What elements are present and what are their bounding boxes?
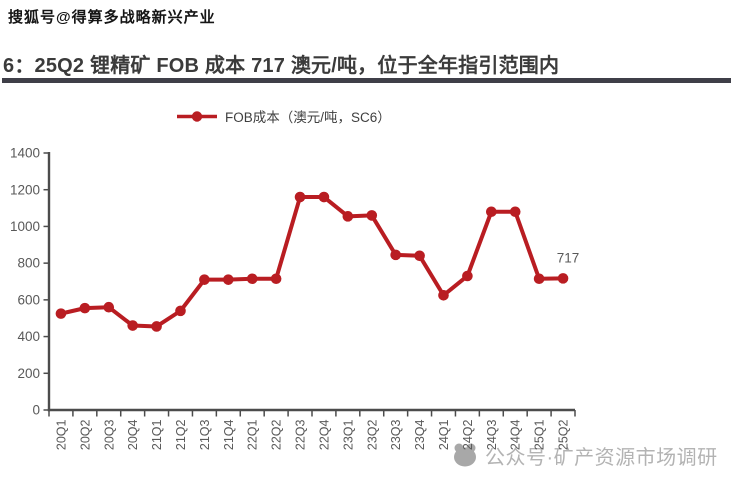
- watermark-wechat: 公众号·矿产资源市场调研: [450, 440, 718, 470]
- wechat-account-logo-icon: [454, 443, 476, 467]
- x-tick-label: 22Q1: [246, 419, 260, 450]
- x-tick-label: 24Q4: [509, 419, 523, 450]
- data-point-23Q2: [366, 210, 378, 221]
- data-point-24Q2: [462, 270, 473, 282]
- x-tick-label: 20Q3: [102, 419, 116, 450]
- x-tick-label: 22Q2: [270, 419, 284, 450]
- y-tick-label: 400: [17, 329, 40, 344]
- legend-label: FOB成本（澳元/吨，SC6）: [225, 110, 391, 125]
- page-title: 6：25Q2 锂精矿 FOB 成本 717 澳元/吨，位于全年指引范围内: [3, 55, 560, 77]
- data-point-21Q1: [151, 321, 162, 332]
- watermark-sohu: 搜狐号@得算多战略新兴产业: [8, 9, 216, 26]
- x-tick-label: 21Q1: [150, 419, 164, 450]
- x-tick-label: 22Q4: [317, 419, 331, 450]
- x-tick-label: 25Q2: [557, 419, 571, 450]
- data-point-21Q3: [199, 274, 210, 285]
- data-point-22Q1: [246, 273, 258, 285]
- data-point-22Q2: [270, 273, 282, 285]
- x-tick-label: 23Q4: [413, 419, 427, 450]
- data-point-20Q4: [127, 320, 138, 331]
- data-point-24Q1: [438, 289, 449, 301]
- x-tick-label: 20Q2: [78, 419, 92, 450]
- data-point-21Q2: [175, 305, 186, 317]
- y-tick-label: 0: [32, 403, 40, 418]
- y-tick-label: 1200: [10, 182, 40, 197]
- x-tick-label: 23Q3: [389, 419, 403, 450]
- y-tick-label: 200: [17, 366, 40, 381]
- data-point-25Q1: [533, 273, 545, 285]
- data-point-24Q3: [486, 206, 497, 218]
- data-point-23Q4: [414, 250, 425, 262]
- x-tick-label: 25Q1: [533, 419, 547, 450]
- y-tick-label: 800: [17, 256, 40, 271]
- fob-cost-series-line: [58, 195, 566, 329]
- data-point-23Q1: [342, 211, 354, 222]
- data-point-20Q1: [55, 308, 67, 319]
- x-tick-label: 21Q2: [174, 419, 188, 450]
- data-point-22Q3: [294, 191, 306, 203]
- x-tick-label: 23Q2: [365, 419, 379, 450]
- y-tick-label: 1400: [10, 146, 40, 161]
- y-tick-label: 1000: [10, 219, 40, 234]
- x-tick-label: 21Q4: [222, 419, 236, 450]
- data-point-22Q4: [318, 191, 330, 203]
- x-tick-label: 24Q3: [485, 419, 499, 450]
- y-tick-label: 600: [17, 292, 40, 307]
- data-label-25Q2: 717: [557, 250, 580, 265]
- data-point-25Q2: [557, 273, 569, 284]
- x-tick-label: 21Q3: [198, 419, 212, 450]
- data-point-20Q3: [103, 301, 115, 313]
- x-tick-label: 24Q1: [437, 419, 451, 450]
- data-point-24Q4: [509, 206, 521, 218]
- x-tick-label: 22Q3: [294, 419, 308, 450]
- data-point-20Q2: [79, 302, 91, 314]
- chart-legend: FOB成本（澳元/吨，SC6）: [176, 106, 391, 126]
- data-point-23Q3: [390, 249, 401, 261]
- watermark-wechat-text: 公众号·矿产资源市场调研: [485, 446, 718, 469]
- x-tick-label: 23Q1: [341, 419, 355, 450]
- x-tick-label: 20Q1: [54, 419, 68, 450]
- x-tick-label: 20Q4: [126, 419, 140, 450]
- title-underline: [2, 78, 731, 83]
- data-point-21Q4: [223, 274, 234, 285]
- legend-line-marker-icon: [177, 110, 217, 122]
- x-tick-label: 24Q2: [461, 419, 475, 450]
